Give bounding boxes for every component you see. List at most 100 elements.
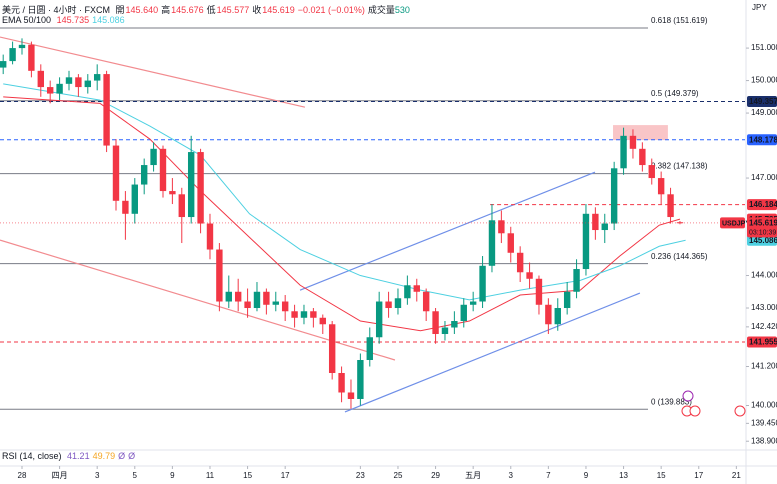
legend-row: 美元 / 日圆 · 4小时 · FXCM 開145.640 高145.676 低14… (2, 3, 413, 16)
candle-body (281, 301, 289, 312)
x-tick-label: 25 (394, 471, 403, 480)
candle-body (422, 291, 430, 312)
candle-body (469, 301, 477, 305)
candle-body (582, 213, 590, 270)
trendline (0, 36, 306, 108)
volume-label: 成交量 (367, 5, 395, 15)
candle-body (498, 220, 505, 234)
candle-body (488, 220, 496, 266)
candle-body (56, 83, 63, 94)
y-tick-label: 142.420 (751, 322, 777, 331)
ohlc-label: 低 (206, 5, 216, 15)
candle-body (272, 301, 279, 305)
rsi-value: 49.79 (92, 451, 116, 461)
candle-body (0, 61, 7, 68)
rsi-label: RSI (14, close) (2, 451, 62, 461)
x-tick-label: 13 (619, 471, 628, 480)
candle-body (46, 87, 54, 94)
candle-body (37, 70, 44, 88)
ohlc-label: 開 (115, 5, 125, 15)
x-tick-label: 17 (281, 471, 290, 480)
x-tick-label: 四月 (52, 471, 68, 480)
candle-body (545, 304, 552, 325)
candle-body (159, 148, 167, 192)
candle-body (432, 311, 439, 335)
candle-body (413, 285, 420, 292)
ohlc-value: 145.577 (216, 5, 250, 15)
candle-body (601, 223, 608, 231)
candle-body (648, 165, 655, 179)
candle-body (300, 311, 308, 318)
x-tick-label: 9 (584, 471, 589, 480)
x-tick-label: 11 (206, 471, 215, 480)
x-tick-label: 5 (133, 471, 138, 480)
candle-body (187, 152, 195, 218)
indicator-row: EMA 50/100 145.735 145.086 (2, 15, 128, 25)
y-tick-label: 138.900 (751, 436, 777, 445)
candle-body (610, 168, 618, 224)
x-tick-label: 17 (694, 471, 703, 480)
candle-body (28, 44, 35, 71)
y-tick-label: 139.450 (751, 418, 777, 427)
candle-body (347, 392, 355, 399)
y-tick-label: 147.000 (751, 173, 777, 182)
x-tick-label: 3 (95, 471, 100, 480)
countdown: 03:10:39 (749, 229, 776, 236)
candle-body (93, 74, 101, 81)
price-label: 146.184 (749, 200, 777, 209)
ema-line (3, 96, 681, 332)
candle-body (451, 321, 458, 328)
candle-body (150, 148, 157, 166)
fib-label: 0.5 (149.379) (651, 89, 699, 98)
candle-body (573, 269, 580, 292)
candle-body (131, 184, 138, 214)
candle-body (535, 278, 543, 305)
price-label-bg (747, 134, 777, 146)
candle-body (310, 311, 317, 318)
rsi-value: 41.21 (67, 451, 90, 461)
symbol-tag: USDJPY (722, 220, 750, 227)
candle-body (507, 233, 514, 253)
candle-body (112, 145, 120, 201)
candle-body (225, 291, 232, 302)
candle-body (563, 291, 571, 309)
indicator-label: EMA 50/100 (2, 15, 52, 25)
candle-body (140, 165, 148, 185)
candle-body (122, 200, 129, 214)
last-price: 145.619 (749, 219, 777, 228)
price-label: 148.178 (749, 135, 777, 144)
candle-body (460, 304, 467, 322)
candle-body (404, 285, 411, 299)
candle-body (169, 191, 176, 195)
ohlc-value: 145.676 (171, 5, 204, 15)
ohlc-label: 高 (161, 5, 171, 15)
fib-label: 0.618 (151.619) (651, 16, 708, 25)
x-tick-label: 3 (509, 471, 514, 480)
trendline (299, 171, 596, 291)
candle-body (9, 48, 16, 62)
candle-body (667, 194, 674, 218)
y-tick-label: 140.000 (751, 401, 777, 410)
candle-body (592, 213, 599, 231)
fib-label: 0.382 (147.138) (651, 162, 708, 171)
price-label-bg (747, 336, 777, 348)
x-tick-label: 28 (18, 471, 27, 480)
x-tick-label: 五月 (465, 471, 481, 480)
x-tick-label: 15 (657, 471, 666, 480)
x-tick-label: 7 (546, 471, 551, 480)
candle-body (206, 223, 214, 250)
x-tick-label: 29 (431, 471, 440, 480)
candle-body (338, 372, 345, 393)
x-tick-label: 15 (243, 471, 252, 480)
candle-body (234, 291, 242, 302)
price-label-bg (747, 95, 777, 107)
y-tick-label: 144.000 (751, 271, 777, 280)
candle-body (328, 324, 336, 373)
ohlc-value: 145.619 (262, 5, 295, 15)
candle-body (441, 327, 449, 335)
rsi-row: RSI (14, close) 41.21 49.79 Ø Ø (2, 451, 138, 461)
candle-body (75, 77, 82, 88)
candle-body (394, 298, 402, 309)
